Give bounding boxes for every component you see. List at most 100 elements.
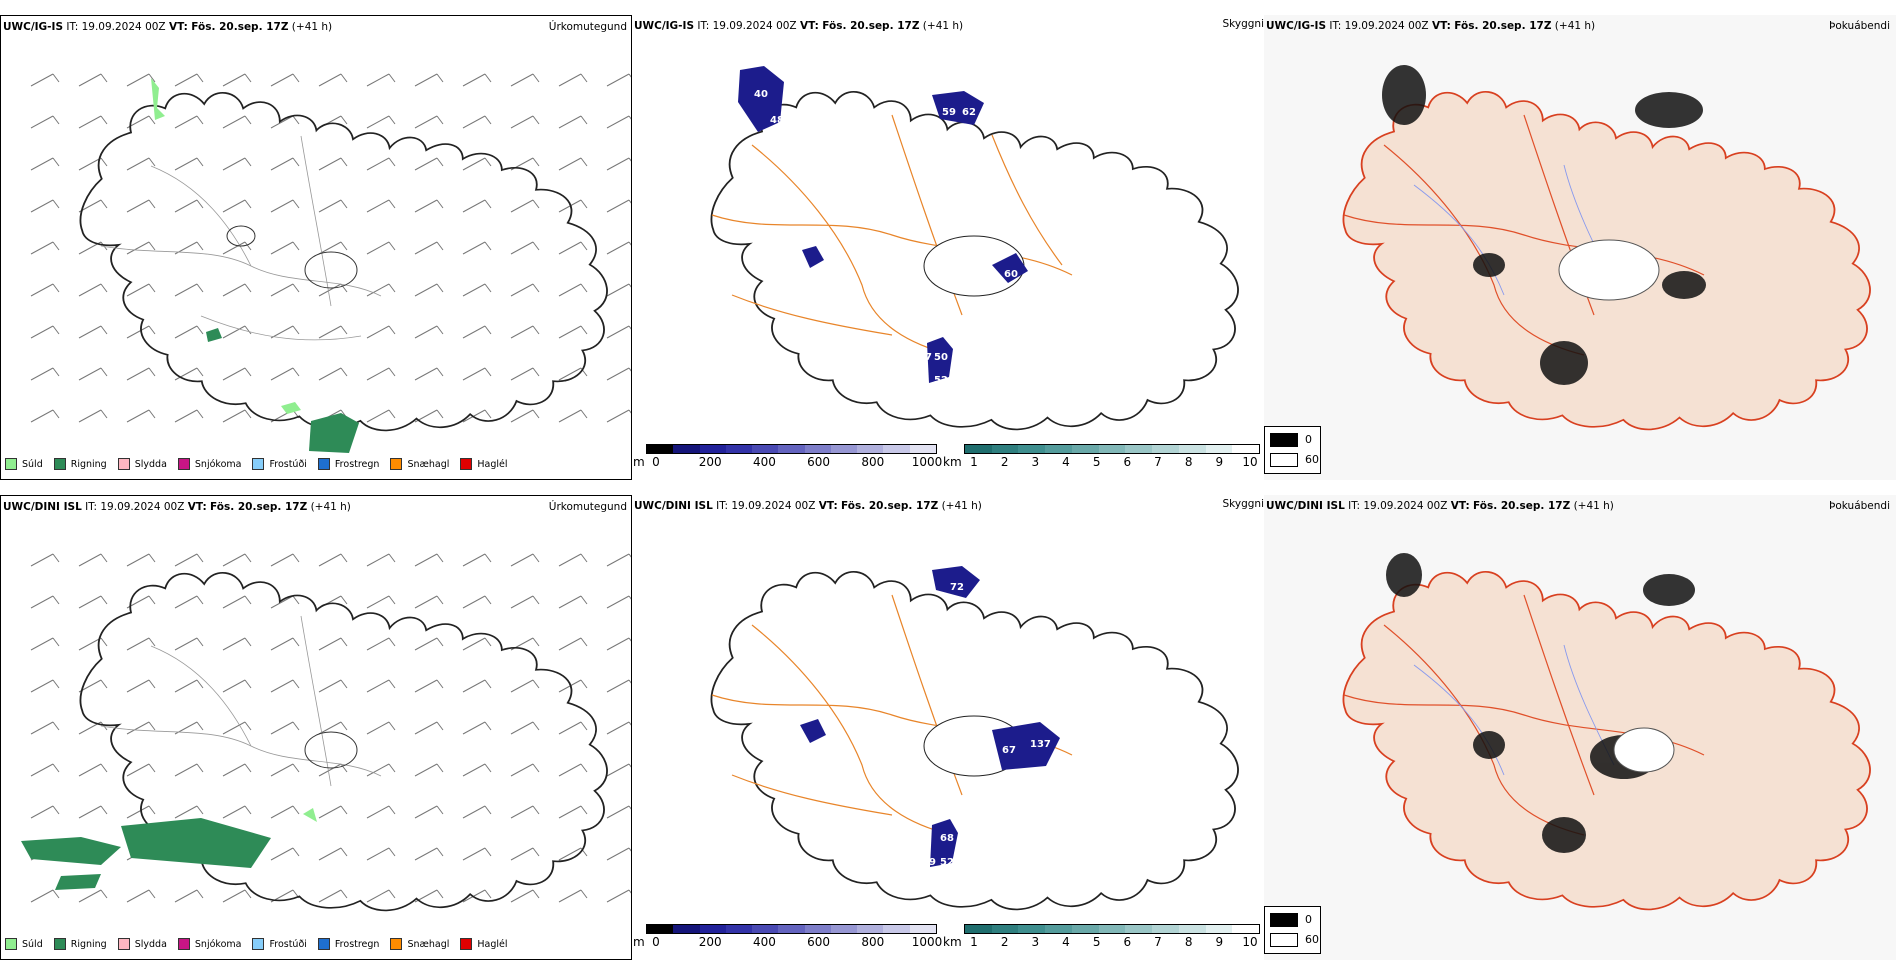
wind-barb [558,199,588,213]
colorbar-tick: 4 [1062,935,1070,949]
colorbar-unit: km [943,455,962,469]
wind-barb [270,73,300,87]
panel-header: UWC/DINI ISL IT: 19.09.2024 00Z VT: Fös.… [1266,500,1614,512]
rain-area [309,413,359,453]
cell-label: 60 [1004,269,1018,280]
cell-label: 50 [934,352,948,363]
wind-barb [270,679,300,693]
wind-barb [462,241,492,255]
wind-barb [606,637,631,651]
glacier-outline [304,251,358,289]
visibility-map: 72 67 137 68 52 39 [710,566,1239,911]
wind-barb [30,199,60,213]
colorbar-segment [991,445,1019,453]
wind-barb [462,199,492,213]
wind-barb [606,595,631,609]
panel-header: UWC/IG-IS IT: 19.09.2024 00Z VT: Fös. 20… [1266,20,1596,32]
wind-barb [270,199,300,213]
roads [100,615,382,787]
colorbar-segment [1045,445,1072,453]
visibility-colorbar: km 1 2 3 4 5 6 7 8 9 10 [942,924,1260,954]
legend-swatch [117,458,130,470]
wind-barb [222,73,252,87]
wind-barb [318,553,348,567]
wind-barb [366,763,396,777]
wind-barb [270,115,300,129]
wind-barb [606,115,631,129]
wind-barb [222,367,252,381]
cloud-base-labels: 40 48 59 62 50 52 27 60 [754,89,1018,386]
wind-barb [414,763,444,777]
colorbar-tick: 800 [861,455,885,469]
legend-swatch [177,938,190,950]
legend-label: Frostregn [334,938,380,950]
wind-barb [174,115,204,129]
wind-barb [78,763,108,777]
wind-barb [366,241,396,255]
colorbar-segment [673,445,700,453]
colorbar-segment [883,445,910,453]
wind-barb [270,721,300,735]
panel-header: UWC/DINI ISL IT: 19.09.2024 00Z VT: Fös.… [634,500,982,512]
wind-barb [126,553,156,567]
colorbar-segment [1098,925,1126,933]
legend-item: Rigning [53,938,107,950]
wind-barb [126,325,156,339]
wind-barb [510,241,540,255]
wind-barb [318,325,348,339]
wind-barb [558,325,588,339]
wind-barb [126,73,156,87]
legend-swatch [460,938,473,950]
cloud-base-labels: 72 67 137 68 52 39 [922,582,1051,868]
colorbar-tick: 9 [1215,455,1224,469]
wind-barb [462,115,492,129]
wind-barb [558,115,588,129]
colorbar-segment [1178,445,1206,453]
fog-areas [1382,65,1706,385]
wind-barb [366,199,396,213]
legend-item: Súld [5,458,43,470]
colorbar-segment [1152,445,1179,453]
fog-legend: 0 60 [1264,426,1321,474]
wind-barb [414,241,444,255]
legend-label: Frostúði [269,458,307,470]
colorbar-tick: 3 [1031,935,1040,949]
wind-barb [318,283,348,297]
wind-barb [222,157,252,171]
legend-item: Súld [5,938,43,950]
colorbar-tick: 600 [807,935,831,949]
wind-barb [174,637,204,651]
wind-barb [270,637,300,651]
colorbar-tick: 10 [1242,455,1258,469]
wind-barb [222,805,252,819]
legend-item: Haglél [460,458,508,470]
panel-title: Úrkomutegund [548,21,627,33]
colorbar-segment [1178,925,1206,933]
wind-barb [510,283,540,297]
wind-barb [558,409,588,423]
wind-barb [606,679,631,693]
wind-barb [606,553,631,567]
fog-legend-swatch [1270,933,1298,947]
iceland-outline [710,571,1239,911]
wind-barb [462,679,492,693]
legend-swatch [5,458,17,470]
wind-barb [30,679,60,693]
rain-area [206,328,222,342]
colorbar-segment [1152,925,1179,933]
wind-barb [78,553,108,567]
wind-barb [462,553,492,567]
legend-label: Frostúði [269,938,307,950]
colorbar-unit: m [633,455,645,469]
fog-legend-swatch [1270,433,1298,447]
legend-swatch [390,458,403,470]
wind-barb [30,157,60,171]
colorbar-unit: m [633,935,645,949]
wind-barb [126,805,156,819]
colorbar-tick: 6 [1123,455,1132,469]
legend-swatch [177,458,190,470]
wind-barb [318,805,348,819]
colorbar-tick: 600 [807,455,831,469]
colorbar-tick: 4 [1062,455,1070,469]
wind-barb [366,283,396,297]
